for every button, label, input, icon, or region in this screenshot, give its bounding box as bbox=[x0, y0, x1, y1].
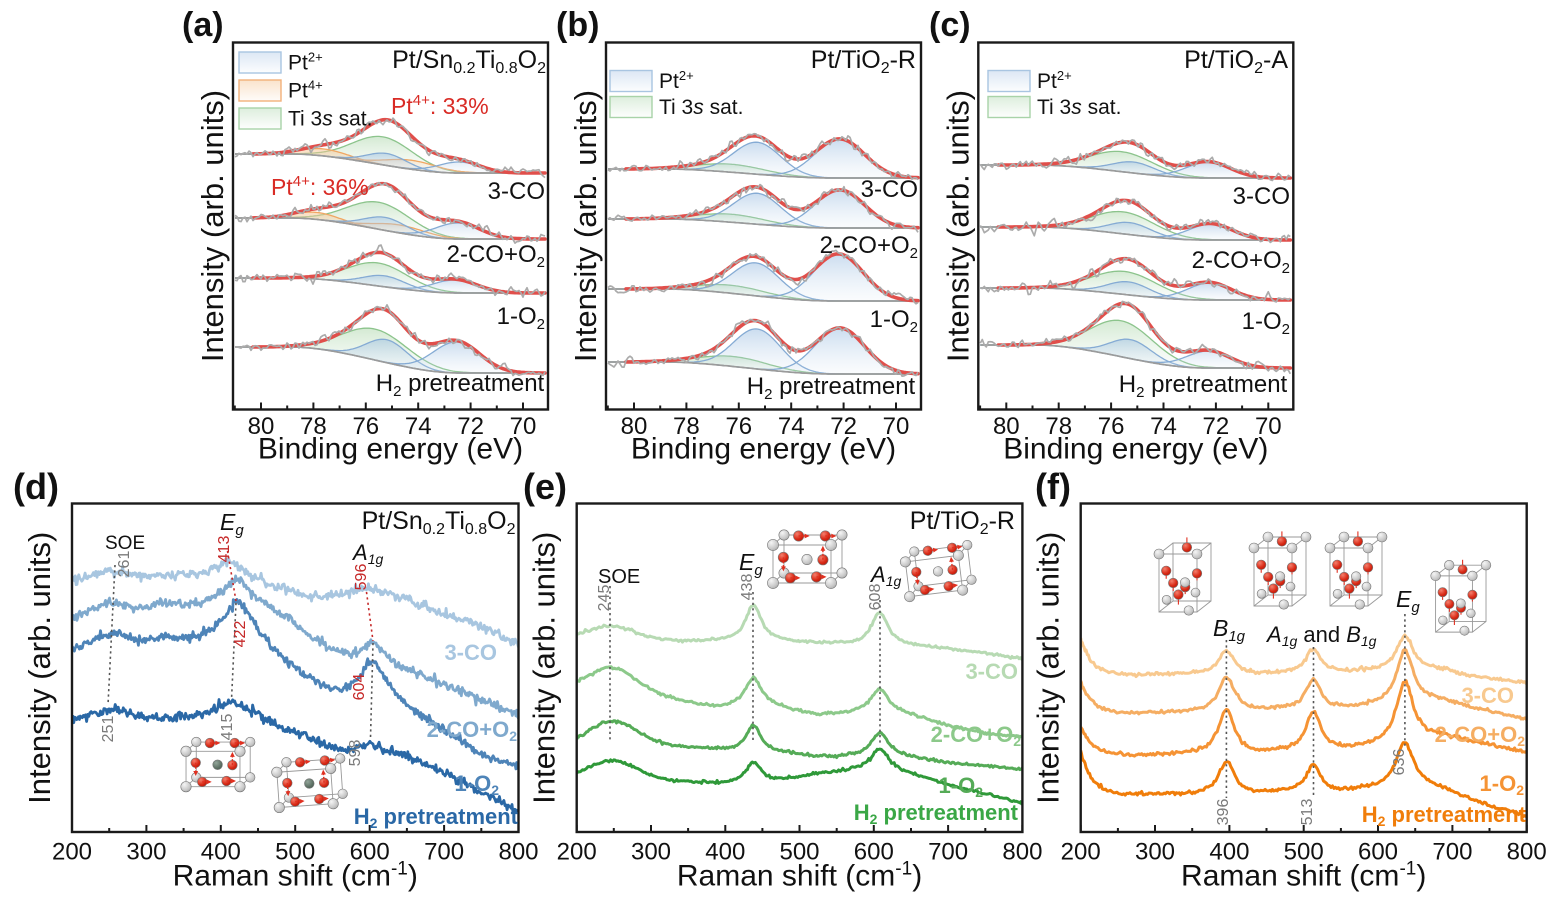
svg-text:800: 800 bbox=[1507, 839, 1547, 866]
svg-text:Pt4+: 36%: Pt4+: 36% bbox=[271, 173, 369, 200]
svg-text:Intensity (arb. units): Intensity (arb. units) bbox=[527, 532, 562, 804]
svg-text:245: 245 bbox=[596, 585, 613, 612]
svg-text:H2 pretreatment: H2 pretreatment bbox=[354, 804, 519, 831]
svg-text:Intensity (arb. units): Intensity (arb. units) bbox=[1031, 532, 1066, 804]
svg-text:Raman shift (cm-1): Raman shift (cm-1) bbox=[1181, 859, 1426, 893]
svg-text:396: 396 bbox=[1215, 799, 1232, 826]
svg-text:300: 300 bbox=[631, 839, 671, 866]
svg-text:H2 pretreatment: H2 pretreatment bbox=[747, 373, 916, 403]
svg-text:H2 pretreatment: H2 pretreatment bbox=[854, 800, 1019, 827]
svg-text:200: 200 bbox=[1061, 839, 1101, 866]
svg-text:Raman shift (cm-1): Raman shift (cm-1) bbox=[677, 859, 922, 893]
svg-text:Ti 3s sat.: Ti 3s sat. bbox=[1037, 96, 1121, 119]
svg-text:Binding energy (eV): Binding energy (eV) bbox=[258, 433, 523, 466]
svg-text:700: 700 bbox=[424, 839, 464, 866]
svg-text:604: 604 bbox=[351, 674, 368, 701]
svg-text:(c): (c) bbox=[929, 6, 971, 44]
svg-text:2-CO+O2: 2-CO+O2 bbox=[820, 232, 918, 262]
svg-text:422: 422 bbox=[232, 621, 249, 648]
svg-text:598: 598 bbox=[347, 740, 364, 767]
svg-text:3-CO: 3-CO bbox=[1461, 683, 1514, 708]
svg-text:608: 608 bbox=[867, 584, 884, 611]
svg-text:2-CO+O2: 2-CO+O2 bbox=[1435, 722, 1526, 749]
svg-text:300: 300 bbox=[1135, 839, 1175, 866]
svg-text:(f): (f) bbox=[1035, 466, 1071, 507]
svg-text:3-CO: 3-CO bbox=[444, 640, 497, 665]
svg-text:H2 pretreatment: H2 pretreatment bbox=[376, 370, 545, 400]
svg-text:Intensity (arb. units): Intensity (arb. units) bbox=[195, 90, 230, 362]
svg-text:Ti 3s sat.: Ti 3s sat. bbox=[659, 96, 743, 119]
svg-text:596: 596 bbox=[353, 564, 370, 591]
svg-text:2-CO+O2: 2-CO+O2 bbox=[1192, 247, 1290, 277]
svg-text:261: 261 bbox=[116, 551, 133, 578]
svg-text:(b): (b) bbox=[556, 6, 599, 44]
svg-text:Pt/TiO2-R: Pt/TiO2-R bbox=[811, 46, 916, 77]
svg-text:Pt/TiO2-R: Pt/TiO2-R bbox=[910, 507, 1015, 538]
svg-text:H2 pretreatment: H2 pretreatment bbox=[1362, 802, 1527, 829]
svg-text:Ti 3s sat.: Ti 3s sat. bbox=[288, 108, 372, 131]
svg-text:3-CO: 3-CO bbox=[1233, 183, 1290, 210]
svg-text:513: 513 bbox=[1299, 799, 1316, 826]
svg-text:Intensity (arb. units): Intensity (arb. units) bbox=[940, 90, 975, 362]
svg-text:(d): (d) bbox=[13, 466, 59, 507]
svg-text:636: 636 bbox=[1391, 749, 1408, 776]
svg-text:2-CO+O2: 2-CO+O2 bbox=[931, 722, 1022, 749]
svg-text:Pt/TiO2-A: Pt/TiO2-A bbox=[1184, 46, 1288, 77]
svg-text:2-CO+O2: 2-CO+O2 bbox=[427, 717, 518, 744]
svg-text:Intensity (arb. units): Intensity (arb. units) bbox=[22, 532, 57, 804]
svg-text:Raman shift (cm-1): Raman shift (cm-1) bbox=[173, 859, 418, 893]
svg-text:3-CO: 3-CO bbox=[965, 659, 1018, 684]
svg-text:H2 pretreatment: H2 pretreatment bbox=[1119, 371, 1288, 401]
svg-text:Intensity (arb. units): Intensity (arb. units) bbox=[568, 90, 603, 362]
svg-text:3-CO: 3-CO bbox=[861, 176, 918, 203]
svg-text:800: 800 bbox=[1002, 839, 1042, 866]
svg-text:(e): (e) bbox=[523, 466, 567, 507]
svg-text:438: 438 bbox=[739, 574, 756, 601]
svg-text:700: 700 bbox=[928, 839, 968, 866]
svg-text:700: 700 bbox=[1432, 839, 1472, 866]
svg-text:2-CO+O2: 2-CO+O2 bbox=[447, 241, 545, 271]
svg-text:Pt4+: 33%: Pt4+: 33% bbox=[391, 92, 489, 119]
svg-text:(a): (a) bbox=[182, 6, 224, 44]
svg-text:Binding energy (eV): Binding energy (eV) bbox=[1003, 433, 1268, 466]
svg-text:Binding energy (eV): Binding energy (eV) bbox=[631, 433, 896, 466]
svg-text:413: 413 bbox=[216, 536, 233, 563]
svg-text:3-CO: 3-CO bbox=[488, 178, 545, 205]
svg-text:800: 800 bbox=[498, 839, 538, 866]
svg-text:200: 200 bbox=[557, 839, 597, 866]
svg-text:200: 200 bbox=[52, 839, 92, 866]
svg-text:300: 300 bbox=[126, 839, 166, 866]
svg-text:251: 251 bbox=[100, 716, 117, 743]
svg-text:415: 415 bbox=[219, 714, 236, 741]
